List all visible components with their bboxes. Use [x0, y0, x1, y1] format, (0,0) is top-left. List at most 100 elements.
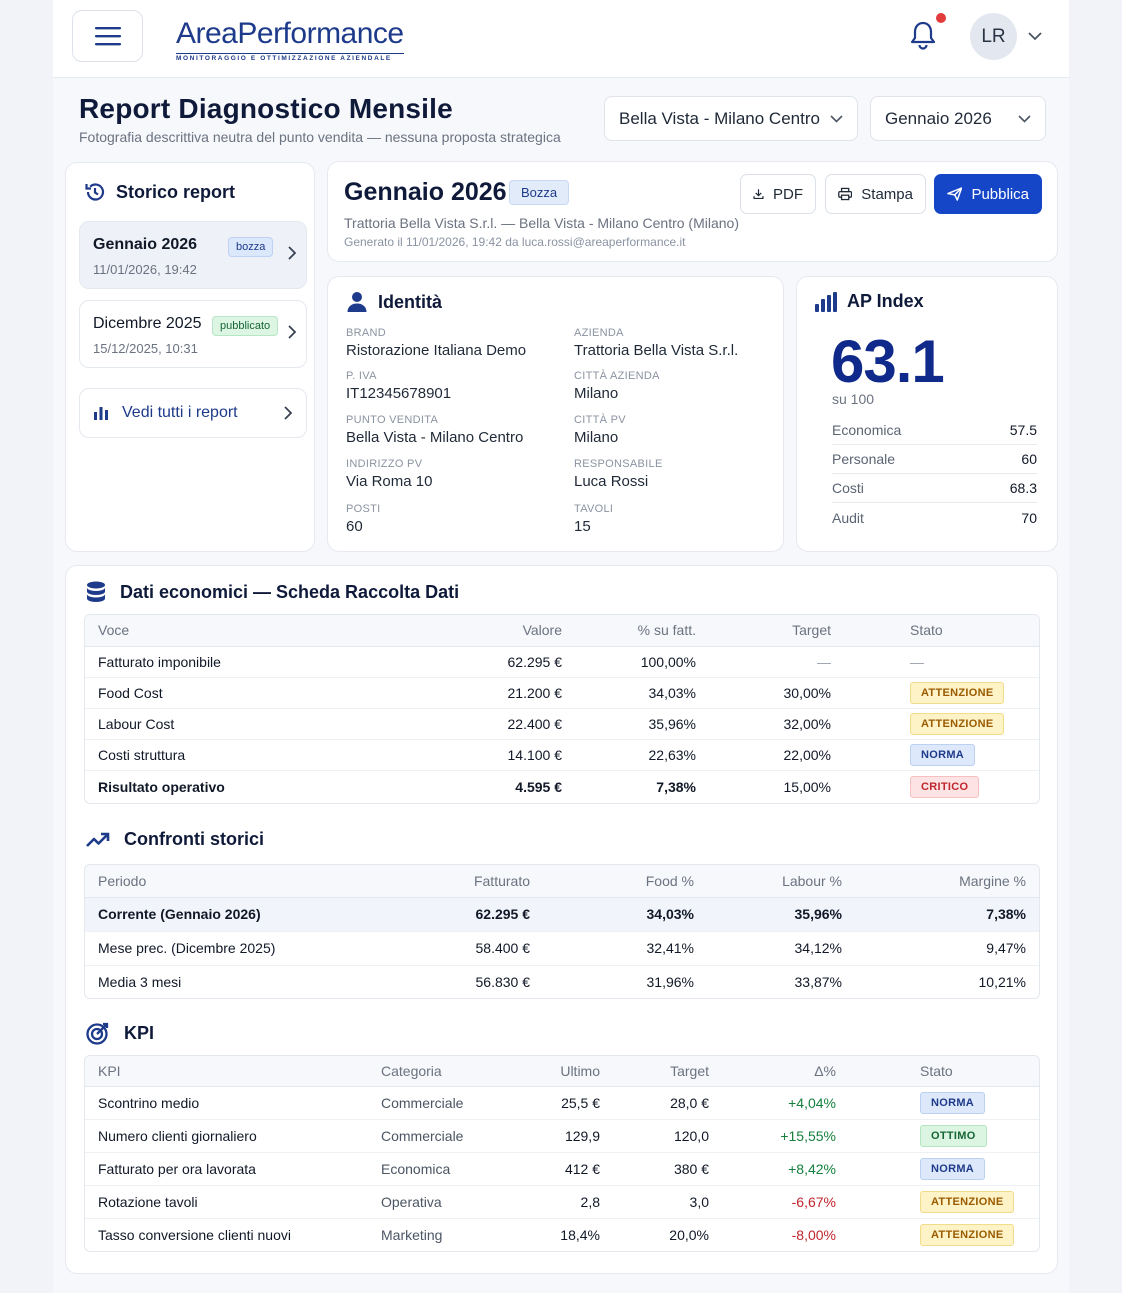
cell: 129,9	[518, 1119, 613, 1153]
storici-title: Confronti storici	[124, 829, 264, 849]
status-badge: CRITICO	[910, 775, 980, 798]
history-item-title: Gennaio 2026	[93, 236, 198, 253]
column-header: Δ%	[722, 1056, 849, 1087]
notifications-button[interactable]	[909, 20, 937, 50]
store-select[interactable]: Bella Vista - Milano Centro	[604, 96, 858, 141]
table-row: Labour Cost 22.400 € 35,96% 32,00% ATTEN…	[85, 708, 1039, 740]
cell: 22,00%	[709, 739, 844, 771]
cell: 4.595 €	[515, 778, 562, 795]
cell: Scontrino medio	[85, 1086, 368, 1120]
avatar[interactable]: LR	[970, 13, 1017, 60]
ap-index-card: AP Index 63.1 su 100 Economica 57.5 Pers…	[796, 276, 1058, 552]
bar-chart-icon	[94, 407, 108, 420]
ap-row-audit: Audit 70	[832, 503, 1037, 532]
field-value: Ristorazione Italiana Demo	[346, 342, 527, 359]
print-label: Stampa	[861, 185, 913, 203]
cell: OTTIMO	[849, 1119, 1039, 1153]
account-menu-button[interactable]	[1028, 28, 1042, 46]
cell: Operativa	[368, 1185, 518, 1219]
ap-row-label: Economica	[832, 422, 902, 438]
column-header: Stato	[849, 1056, 1039, 1087]
menu-button[interactable]	[72, 10, 143, 62]
column-header: Target	[613, 1056, 722, 1087]
cell: 3,0	[613, 1185, 722, 1219]
field-value: IT12345678901	[346, 385, 452, 402]
report-title: Gennaio 2026	[344, 178, 507, 206]
report-header-card: Gennaio 2026 Bozza Trattoria Bella Vista…	[327, 161, 1058, 262]
field-label: POSTI	[346, 503, 381, 515]
cell: 34,12%	[707, 931, 855, 966]
field-value: Trattoria Bella Vista S.r.l.	[574, 342, 739, 359]
field-citta-pv: CITTÀ PV Milano	[574, 414, 626, 446]
economici-title: Dati economici — Scheda Raccolta Dati	[120, 581, 460, 602]
table-row: Scontrino medio Commerciale 25,5 € 28,0 …	[85, 1086, 1039, 1120]
column-header: Stato	[844, 615, 1039, 647]
history-item-dicembre[interactable]: Dicembre 2025 pubblicato 15/12/2025, 10:…	[79, 300, 307, 368]
cell: 7,38%	[855, 897, 1039, 932]
status-badge: NORMA	[920, 1157, 986, 1180]
history-icon	[85, 183, 105, 201]
cell: 34,03%	[575, 677, 709, 709]
user-icon	[347, 292, 367, 312]
publish-button[interactable]: Pubblica	[934, 174, 1042, 214]
cell: 412 €	[518, 1152, 613, 1186]
identity-card: Identità BRAND Ristorazione Italiana Dem…	[327, 276, 784, 552]
cell: 380 €	[613, 1152, 722, 1186]
cell: Food Cost	[85, 677, 425, 709]
history-item-gennaio[interactable]: Gennaio 2026 bozza 11/01/2026, 19:42	[79, 221, 307, 289]
storici-header: Confronti storici	[86, 829, 264, 850]
column-header: Fatturato	[415, 865, 543, 898]
month-select-value: Gennaio 2026	[885, 108, 992, 128]
status-badge: pubblicato	[212, 316, 279, 336]
ap-index-header: AP Index	[815, 291, 924, 312]
logo[interactable]: AreaPerformance MONITORAGGIO E OTTIMIZZA…	[176, 18, 404, 62]
print-button[interactable]: Stampa	[825, 174, 926, 214]
column-header: Food %	[543, 865, 707, 898]
field-label: CITTÀ AZIENDA	[574, 370, 660, 382]
ap-row-economica: Economica 57.5	[832, 416, 1037, 445]
report-subtitle: Trattoria Bella Vista S.r.l. — Bella Vis…	[344, 215, 740, 231]
cell: Mese prec. (Dicembre 2025)	[85, 931, 415, 966]
cell: Fatturato per ora lavorata	[85, 1152, 368, 1186]
cell: -8,00%	[791, 1226, 836, 1243]
table-header-row: Voce Valore % su fatt. Target Stato	[85, 615, 1039, 647]
ap-row-label: Costi	[832, 480, 864, 496]
cell: 28,0 €	[613, 1086, 722, 1120]
cell: Commerciale	[368, 1086, 518, 1120]
ap-row-costi: Costi 68.3	[832, 474, 1037, 503]
cell: Corrente (Gennaio 2026)	[85, 897, 415, 932]
field-label: PUNTO VENDITA	[346, 414, 439, 426]
chevron-right-icon	[284, 406, 292, 420]
month-select[interactable]: Gennaio 2026	[870, 96, 1046, 141]
kpi-table: KPI Categoria Ultimo Target Δ% Stato Sco…	[84, 1055, 1040, 1252]
cell: 7,38%	[656, 778, 696, 795]
field-indirizzo: INDIRIZZO PV Via Roma 10	[346, 458, 432, 490]
field-responsabile: RESPONSABILE Luca Rossi	[574, 458, 663, 490]
field-value: 60	[346, 518, 363, 535]
store-select-value: Bella Vista - Milano Centro	[619, 108, 820, 128]
column-header: Categoria	[368, 1056, 518, 1087]
ap-row-value: 57.5	[1009, 422, 1037, 438]
field-label: RESPONSABILE	[574, 458, 663, 470]
pdf-button[interactable]: PDF	[740, 174, 816, 214]
page: AreaPerformance MONITORAGGIO E OTTIMIZZA…	[53, 0, 1069, 1293]
printer-icon	[838, 187, 853, 201]
cell: 18,4%	[560, 1226, 600, 1243]
cell: 33,87%	[794, 973, 842, 990]
field-posti: POSTI 60	[346, 503, 381, 535]
bell-icon	[910, 21, 936, 50]
logo-text: AreaPerformance	[176, 17, 404, 50]
ap-row-personale: Personale 60	[832, 445, 1037, 474]
cell: Labour Cost	[85, 708, 425, 740]
see-all-reports-link[interactable]: Vedi tutti i report	[79, 388, 307, 438]
cell: ATTENZIONE	[844, 708, 1039, 740]
ap-index-score: 63.1	[831, 328, 945, 395]
cell: 30,00%	[709, 677, 844, 709]
cell: Economica	[368, 1152, 518, 1186]
logo-tagline: MONITORAGGIO E OTTIMIZZAZIONE AZIENDALE	[176, 53, 404, 62]
field-citta-azienda: CITTÀ AZIENDA Milano	[574, 370, 660, 402]
ap-row-label: Personale	[832, 451, 896, 467]
notification-dot	[936, 13, 946, 23]
column-header: % su fatt.	[575, 615, 709, 647]
column-header: Valore	[425, 615, 575, 647]
